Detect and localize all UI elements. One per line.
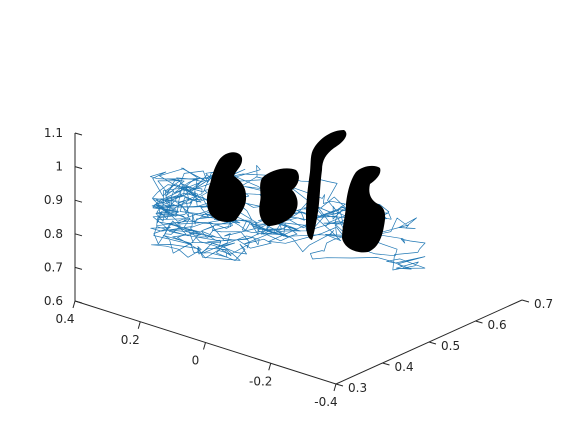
- z-tick-mark: [74, 166, 83, 170]
- x-tick-mark: [72, 300, 76, 309]
- point-cluster: [342, 165, 386, 253]
- z-tick-label: 1.1: [44, 126, 63, 140]
- axes: [72, 132, 530, 392]
- trajectory-segment: [151, 220, 289, 261]
- y-tick-label: 0.6: [488, 318, 507, 332]
- z-tick-mark: [74, 233, 83, 237]
- x-tick-label: 0: [192, 354, 200, 368]
- x-tick-label: 0.2: [121, 333, 140, 347]
- z-tick-mark: [74, 132, 83, 136]
- x-tick-label: -0.4: [314, 395, 337, 409]
- y-tick-mark: [475, 320, 483, 324]
- x-tick-label: -0.2: [249, 374, 272, 388]
- trajectory-segment: [217, 212, 344, 242]
- tick-labels: 0.4 0.2 0 -0.2 -0.4 0.3 0.4 0.5 0.6 0.7 0.6 0.7 0.8 0…: [44, 126, 553, 409]
- z-tick-mark: [74, 199, 83, 203]
- z-tick-label: 0.9: [44, 193, 63, 207]
- z-tick-label: 0.8: [44, 227, 63, 241]
- z-tick-label: 0.6: [44, 294, 63, 308]
- y-tick-mark: [428, 341, 437, 345]
- point-cluster: [206, 152, 247, 222]
- y-tick-mark: [521, 299, 530, 303]
- z-tick-mark: [74, 300, 83, 304]
- point-cluster: [306, 130, 347, 240]
- x-tick-mark: [268, 363, 272, 371]
- y-tick-label: 0.5: [441, 339, 460, 353]
- trajectory-segment: [150, 174, 216, 245]
- z-tick-label: 0.7: [44, 260, 63, 274]
- x-tick-mark: [137, 321, 141, 329]
- x-tick-label: 0.4: [55, 312, 74, 326]
- y-tick-label: 0.4: [395, 360, 414, 374]
- point-cluster-series: [206, 130, 386, 253]
- point-cluster: [259, 168, 299, 226]
- y-tick-label: 0.7: [534, 297, 553, 311]
- x-tick-mark: [333, 383, 337, 392]
- x-tick-mark: [203, 342, 206, 350]
- trajectory-series: [149, 165, 426, 271]
- y-tick-mark: [335, 383, 344, 387]
- z-tick-label: 1: [55, 160, 63, 174]
- y-tick-label: 0.3: [348, 381, 367, 395]
- z-tick-mark: [74, 266, 83, 270]
- y-tick-mark: [382, 362, 390, 366]
